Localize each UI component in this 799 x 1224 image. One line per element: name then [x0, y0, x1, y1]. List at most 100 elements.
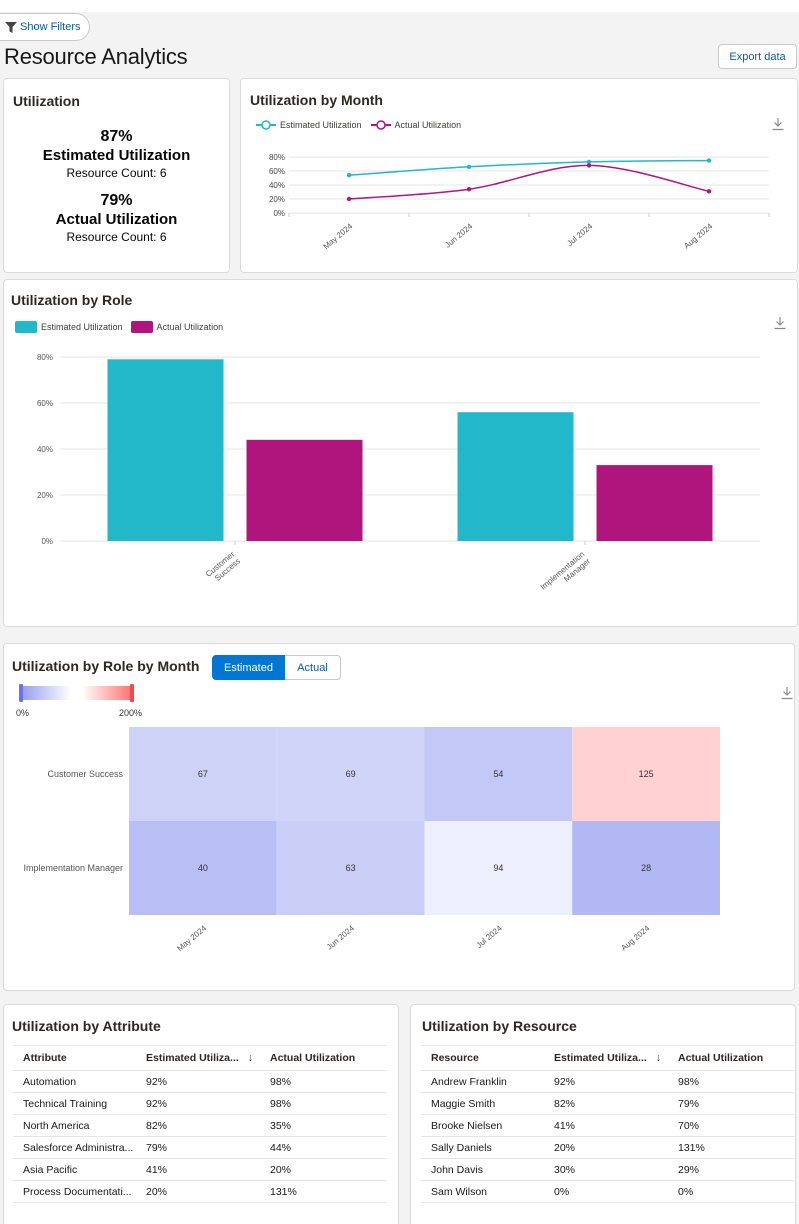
download-icon[interactable]: [773, 316, 787, 330]
table-row[interactable]: North America 82% 35%: [13, 1114, 386, 1137]
estimated-kpi-label: Estimated Utilization: [42, 147, 191, 164]
table-cell: Automation: [13, 1070, 136, 1093]
table-row[interactable]: Maggie Smith 82% 79%: [421, 1092, 794, 1115]
table-cell: Andrew Franklin: [421, 1070, 544, 1093]
export-data-button[interactable]: Export data: [718, 44, 797, 69]
bar: [457, 412, 574, 541]
role-chart-title: Utilization by Role: [11, 292, 133, 308]
table-cell: North America: [13, 1114, 136, 1137]
sort-arrow-icon[interactable]: ↓: [247, 1052, 253, 1064]
y-tick-label: 80%: [37, 353, 53, 362]
estimated-kpi: 87% Estimated Utilization Resource Count…: [4, 128, 229, 180]
table-cell: 41%: [544, 1114, 668, 1137]
bar: [596, 465, 713, 541]
table-cell: 92%: [136, 1070, 260, 1093]
column-header-resource[interactable]: Resource: [421, 1045, 544, 1071]
table-row[interactable]: Sam Wilson 0% 0%: [421, 1180, 794, 1203]
scale-handle-min: [19, 684, 23, 702]
month-chart-legend: Estimated Utilization Actual Utilization: [255, 120, 469, 130]
column-header-estimated-label: Estimated Utiliza...: [146, 1052, 239, 1064]
legend-label-actual: Actual Utilization: [394, 120, 462, 130]
data-point: [586, 159, 592, 165]
color-scale-bar: [19, 686, 134, 700]
x-tick-label: CustomerSuccess: [204, 549, 242, 585]
y-tick-label: 40%: [269, 181, 285, 190]
x-tick-label: Aug 2024: [619, 923, 651, 952]
line-legend-marker-icon: [256, 120, 276, 130]
cell-value: 28: [641, 863, 651, 873]
table-row[interactable]: Andrew Franklin 92% 98%: [421, 1070, 794, 1093]
table-cell: 98%: [668, 1070, 794, 1093]
table-cell: 70%: [668, 1114, 794, 1137]
x-tick-label: Jul 2024: [565, 221, 594, 248]
utilization-kpi-card: Utilization 87% Estimated Utilization Re…: [3, 78, 230, 273]
y-tick-label: 0%: [273, 209, 285, 218]
y-tick-label: 60%: [37, 399, 53, 408]
cell-value: 67: [198, 769, 208, 779]
table-row[interactable]: Technical Training 92% 98%: [13, 1092, 386, 1115]
download-icon[interactable]: [780, 686, 794, 700]
data-point: [466, 164, 472, 169]
table-cell: 20%: [544, 1136, 668, 1159]
column-header-estimated[interactable]: Estimated Utiliza... ↓: [544, 1045, 668, 1071]
heatmap-cell: [276, 727, 425, 821]
y-tick-label: 60%: [269, 167, 285, 176]
legend-item-estimated[interactable]: Estimated Utilization: [255, 120, 362, 130]
cell-value: 54: [493, 769, 503, 779]
table-cell: Salesforce Administra...: [13, 1136, 136, 1159]
legend-item-estimated[interactable]: Estimated Utilization: [15, 321, 123, 333]
toggle-estimated-button[interactable]: Estimated: [212, 655, 285, 680]
show-filters-button[interactable]: Show Filters: [0, 13, 90, 41]
table-row[interactable]: Brooke Nielsen 41% 70%: [421, 1114, 794, 1137]
table-cell: 98%: [260, 1070, 386, 1093]
table-cell: Brooke Nielsen: [421, 1114, 544, 1137]
sort-arrow-icon[interactable]: ↓: [655, 1052, 661, 1064]
table-cell: 79%: [136, 1136, 260, 1159]
table-row[interactable]: Automation 92% 98%: [13, 1070, 386, 1093]
row-label: Implementation Manager: [23, 863, 123, 873]
series-line: [348, 159, 710, 176]
x-tick-label: ImplementationManager: [539, 549, 593, 598]
attribute-table-title: Utilization by Attribute: [12, 1018, 161, 1034]
cell-value: 40: [198, 863, 208, 873]
download-icon[interactable]: [771, 117, 785, 131]
cell-value: 69: [346, 769, 356, 779]
table-cell: Asia Pacific: [13, 1158, 136, 1181]
data-point: [706, 158, 712, 163]
column-header-actual[interactable]: Actual Utilization: [260, 1045, 386, 1071]
table-row[interactable]: Asia Pacific 41% 20%: [13, 1158, 386, 1181]
y-tick-label: 20%: [37, 491, 53, 500]
y-tick-label: 80%: [269, 153, 285, 162]
table-header-row: Resource Estimated Utiliza... ↓ Actual U…: [421, 1045, 794, 1071]
heatmap-cell: [424, 821, 573, 915]
column-header-actual[interactable]: Actual Utilization: [668, 1045, 794, 1071]
actual-kpi-label: Actual Utilization: [55, 211, 178, 228]
column-header-attribute[interactable]: Attribute: [13, 1045, 136, 1071]
legend-label-estimated: Estimated Utilization: [280, 120, 362, 130]
table-cell: 98%: [260, 1092, 386, 1115]
estimated-kpi-value: 87%: [100, 128, 133, 145]
legend-label-actual: Actual Utilization: [156, 322, 224, 332]
table-header-row: Attribute Estimated Utiliza... ↓ Actual …: [13, 1045, 386, 1071]
data-point: [346, 173, 352, 178]
scale-max-label: 200%: [119, 708, 142, 718]
table-cell: 30%: [544, 1158, 668, 1181]
data-point: [586, 163, 592, 168]
table-row[interactable]: Salesforce Administra... 79% 44%: [13, 1136, 386, 1159]
heatmap-cell: [572, 821, 720, 915]
legend-label-estimated: Estimated Utilization: [41, 322, 123, 332]
column-header-estimated[interactable]: Estimated Utiliza... ↓: [136, 1045, 260, 1071]
table-row[interactable]: Process Documentati... 20% 131%: [13, 1180, 386, 1203]
table-row[interactable]: John Davis 30% 29%: [421, 1158, 794, 1181]
legend-item-actual[interactable]: Actual Utilization: [130, 321, 224, 333]
table-cell: 0%: [668, 1180, 794, 1203]
heatmap-cell: [424, 727, 573, 821]
x-tick-label: May 2024: [322, 221, 355, 251]
legend-item-actual[interactable]: Actual Utilization: [370, 120, 462, 130]
table-cell: Technical Training: [13, 1092, 136, 1115]
scale-handle-max: [130, 684, 134, 702]
toggle-actual-button[interactable]: Actual: [285, 655, 341, 680]
table-cell: 20%: [136, 1180, 260, 1203]
table-row[interactable]: Sally Daniels 20% 131%: [421, 1136, 794, 1159]
heatmap-title: Utilization by Role by Month: [12, 658, 200, 674]
